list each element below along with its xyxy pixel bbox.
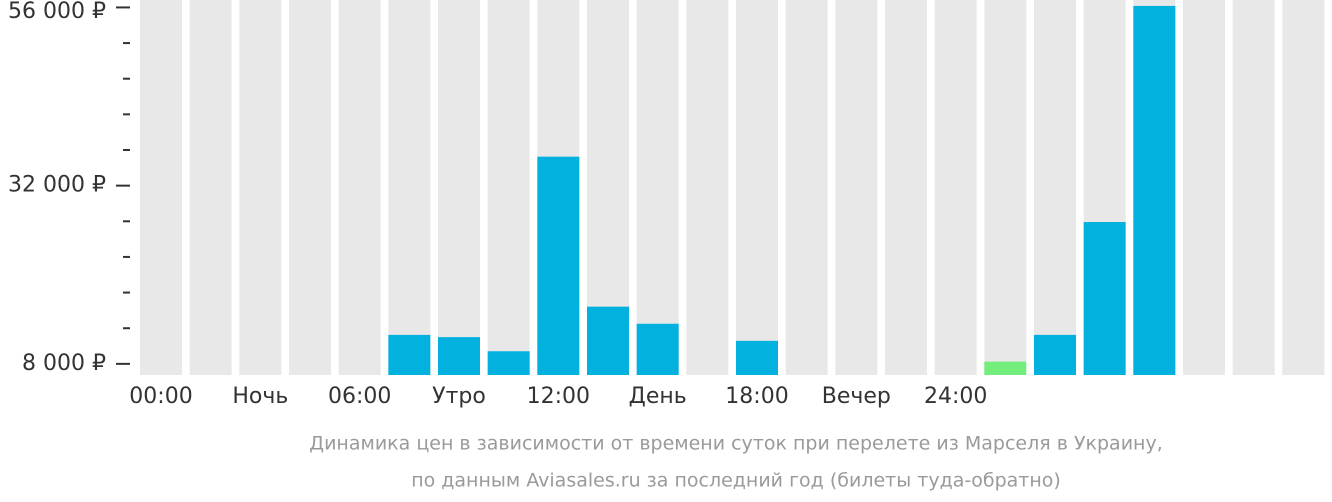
bar-background	[289, 0, 331, 375]
bar-background	[438, 0, 480, 375]
bar	[984, 361, 1027, 375]
bar	[1083, 222, 1126, 375]
bar-background	[1232, 0, 1275, 375]
bar	[1034, 334, 1076, 375]
bar-background	[1282, 0, 1325, 375]
bar	[438, 337, 480, 375]
bar-background	[487, 0, 530, 375]
caption: по данным Aviasales.ru за последний год …	[411, 470, 1061, 492]
bar-background	[1183, 0, 1225, 375]
y-tick-label: 32 000 ₽	[8, 173, 106, 198]
x-tick-label: Вечер	[822, 384, 891, 409]
bar-background	[1034, 0, 1076, 375]
x-tick-label: 06:00	[328, 384, 391, 409]
x-tick-label: День	[629, 384, 687, 409]
bar	[487, 351, 530, 375]
caption: Динамика цен в зависимости от времени су…	[309, 433, 1163, 455]
bar-background	[388, 0, 431, 375]
y-tick-label: 56 000 ₽	[8, 0, 106, 24]
bar-background	[140, 0, 182, 375]
x-tick-label: 18:00	[725, 384, 788, 409]
y-tick-label: 8 000 ₽	[22, 351, 106, 376]
bar-background	[686, 0, 729, 375]
x-tick-label: Утро	[432, 384, 486, 409]
bar-background	[835, 0, 878, 375]
bar-background	[885, 0, 927, 375]
bar	[537, 156, 580, 375]
x-tick-label: Ночь	[232, 384, 288, 409]
x-tick-label: 12:00	[527, 384, 590, 409]
bar-background	[189, 0, 232, 375]
bar	[587, 306, 629, 375]
bar-background	[984, 0, 1027, 375]
bar-background	[934, 0, 977, 375]
x-tick-label: 24:00	[924, 384, 987, 409]
x-tick-label: 00:00	[129, 384, 192, 409]
bar-background	[636, 0, 679, 375]
bar-background	[338, 0, 381, 375]
bar-background	[785, 0, 828, 375]
bar	[736, 340, 778, 375]
bar	[636, 323, 679, 375]
bar	[388, 334, 431, 375]
bar	[1133, 5, 1176, 376]
bar-background	[736, 0, 778, 375]
bar-background	[239, 0, 282, 375]
